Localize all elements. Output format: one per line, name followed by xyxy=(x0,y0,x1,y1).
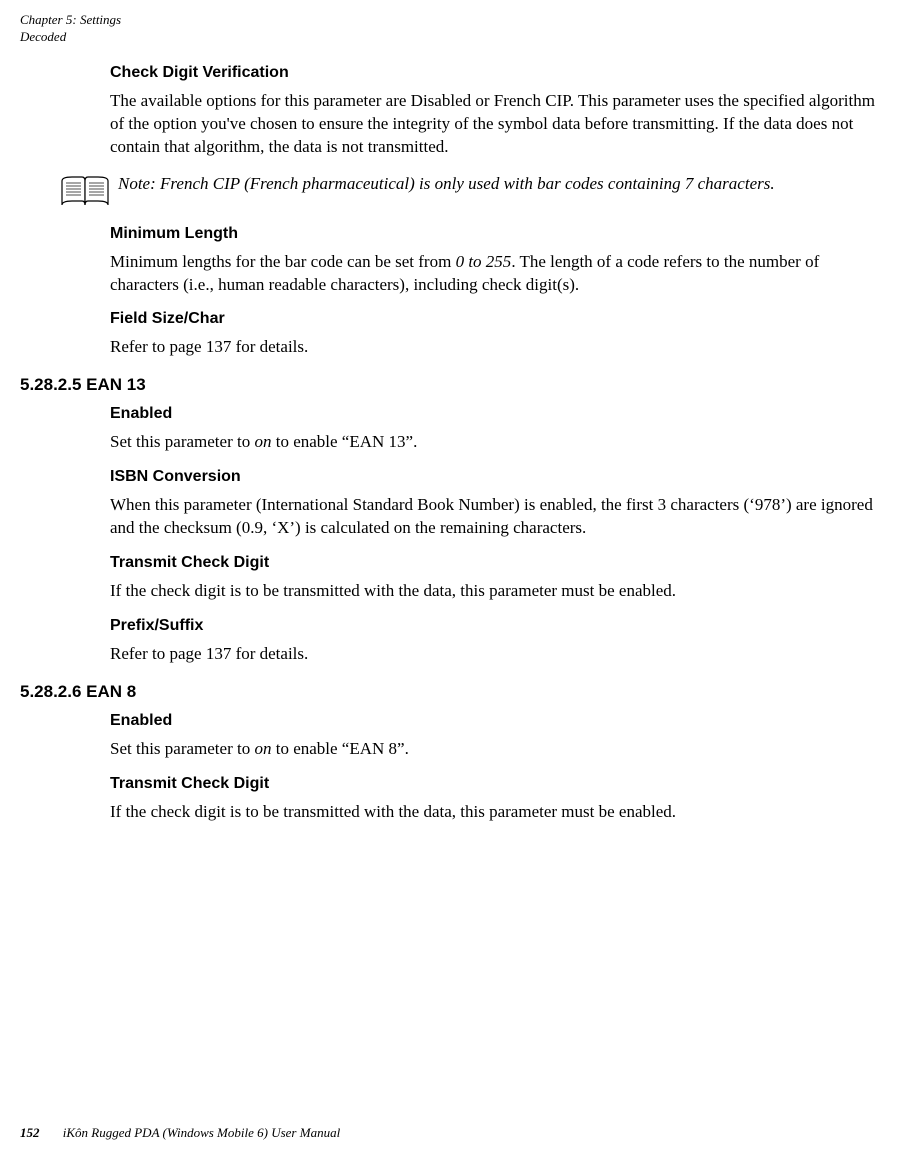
text-fragment: Set this parameter to xyxy=(110,432,254,451)
heading-prefix: Prefix/Suffix xyxy=(110,617,885,635)
text-italic: on xyxy=(254,432,271,451)
page-footer: 152 iKôn Rugged PDA (Windows Mobile 6) U… xyxy=(20,1125,340,1141)
section-ean13-header: 5.28.2.5 EAN 13 xyxy=(20,375,897,395)
section-number-ean8: 5.28.2.6 EAN 8 xyxy=(20,682,885,702)
section-label: Decoded xyxy=(20,29,897,46)
manual-title: iKôn Rugged PDA (Windows Mobile 6) User … xyxy=(63,1125,340,1140)
text-fragment: Set this parameter to xyxy=(110,739,254,758)
text-italic: 0 to 255 xyxy=(456,252,512,271)
section-number-ean13: 5.28.2.5 EAN 13 xyxy=(20,375,885,395)
heading-enabled-13: Enabled xyxy=(110,405,885,423)
heading-tcd-8: Transmit Check Digit xyxy=(110,775,885,793)
para-isbn: When this parameter (International Stand… xyxy=(110,494,885,540)
content-block-3: Enabled Set this parameter to on to enab… xyxy=(20,405,897,666)
chapter-label: Chapter 5: Settings xyxy=(20,12,897,29)
para-check-digit: The available options for this parameter… xyxy=(110,90,885,159)
page-header: Chapter 5: Settings Decoded xyxy=(20,12,897,46)
section-ean8-header: 5.28.2.6 EAN 8 xyxy=(20,682,897,702)
heading-field-size: Field Size/Char xyxy=(110,310,885,328)
text-fragment: to enable “EAN 8”. xyxy=(271,739,408,758)
note-body: French CIP (French pharmaceutical) is on… xyxy=(160,174,775,193)
heading-isbn: ISBN Conversion xyxy=(110,468,885,486)
content-block-2: Minimum Length Minimum lengths for the b… xyxy=(20,225,897,360)
heading-tcd-13: Transmit Check Digit xyxy=(110,554,885,572)
page-number: 152 xyxy=(20,1125,40,1140)
text-fragment: Minimum lengths for the bar code can be … xyxy=(110,252,456,271)
text-italic: on xyxy=(254,739,271,758)
book-icon xyxy=(60,175,110,211)
para-field-size: Refer to page 137 for details. xyxy=(110,336,885,359)
para-min-length: Minimum lengths for the bar code can be … xyxy=(110,251,885,297)
content-block-4: Enabled Set this parameter to on to enab… xyxy=(20,712,897,824)
para-enabled-13: Set this parameter to on to enable “EAN … xyxy=(110,431,885,454)
para-prefix: Refer to page 137 for details. xyxy=(110,643,885,666)
heading-min-length: Minimum Length xyxy=(110,225,885,243)
text-fragment: to enable “EAN 13”. xyxy=(271,432,417,451)
content-block-1: Check Digit Verification The available o… xyxy=(20,64,897,159)
para-tcd-13: If the check digit is to be transmitted … xyxy=(110,580,885,603)
para-tcd-8: If the check digit is to be transmitted … xyxy=(110,801,885,824)
para-enabled-8: Set this parameter to on to enable “EAN … xyxy=(110,738,885,761)
note-text: Note: French CIP (French pharmaceutical)… xyxy=(118,173,775,196)
note-block: Note: French CIP (French pharmaceutical)… xyxy=(60,173,897,211)
note-label: Note: xyxy=(118,174,156,193)
heading-check-digit: Check Digit Verification xyxy=(110,64,885,82)
heading-enabled-8: Enabled xyxy=(110,712,885,730)
